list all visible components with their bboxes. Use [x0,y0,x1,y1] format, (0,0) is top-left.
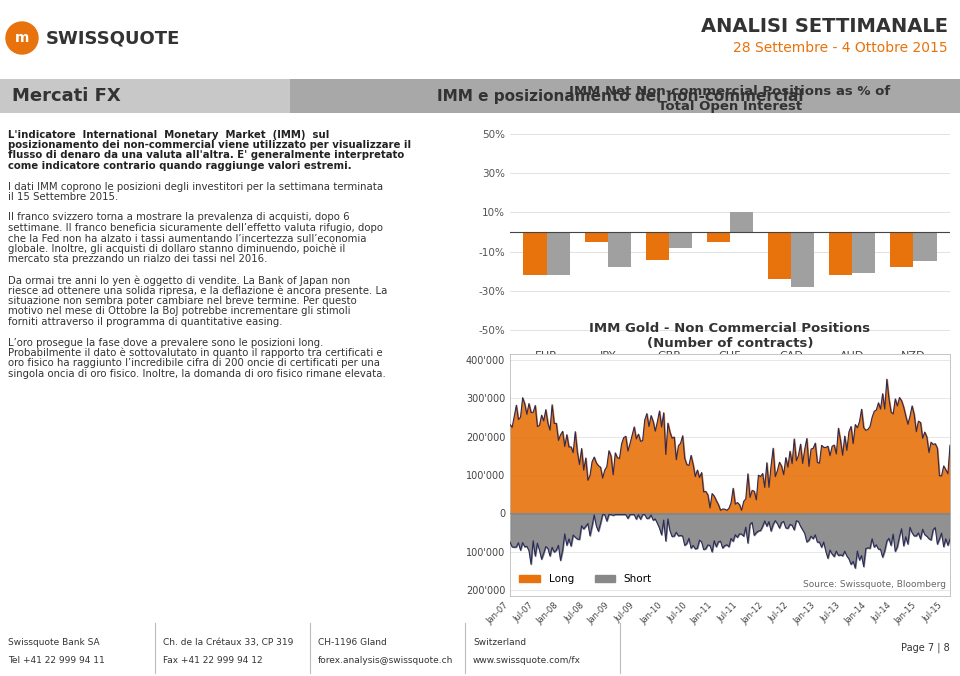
Text: SWISSQUOTE: SWISSQUOTE [46,29,180,47]
Text: www.swissquote.com/fx: www.swissquote.com/fx [473,656,581,665]
Text: forex.analysis@swissquote.ch: forex.analysis@swissquote.ch [318,656,453,665]
Text: globale. Inoltre, gli acquisti di dollaro stanno diminuendo, poichè il: globale. Inoltre, gli acquisti di dollar… [8,244,346,254]
Bar [646,232,669,260]
Text: 28 Settembre - 4 Ottobre 2015: 28 Settembre - 4 Ottobre 2015 [733,41,948,55]
Circle shape [6,22,38,54]
Text: Il franco svizzero torna a mostrare la prevalenza di acquisti, dopo 6: Il franco svizzero torna a mostrare la p… [8,212,349,222]
Bar [707,232,730,242]
Text: motivo nel mese di Ottobre la BoJ potrebbe incrementare gli stimoli: motivo nel mese di Ottobre la BoJ potreb… [8,306,350,316]
Text: come indicatore contrario quando raggiunge valori estremi.: come indicatore contrario quando raggiun… [8,161,351,171]
Text: Page 7 | 8: Page 7 | 8 [901,643,950,653]
Bar [608,232,631,268]
Text: Source: Swissquote, Bloomberg: Source: Swissquote, Bloomberg [803,383,946,391]
Text: oro fisico ha raggiunto l’incredibile cifra di 200 oncie di certificati per una: oro fisico ha raggiunto l’incredibile ci… [8,358,380,368]
Text: Source: Swissquote, Bloomberg: Source: Swissquote, Bloomberg [803,580,946,589]
Bar [829,232,852,275]
Text: IMM e posizionamento dei non-commercial: IMM e posizionamento dei non-commercial [437,89,804,103]
Text: flusso di denaro da una valuta all'altra. E' generalmente interpretato: flusso di denaro da una valuta all'altra… [8,151,404,160]
Text: il 15 Settembre 2015.: il 15 Settembre 2015. [8,192,118,202]
Text: m: m [14,31,29,45]
Bar [523,232,546,275]
Text: L'indicatore  International  Monetary  Market  (IMM)  sul: L'indicatore International Monetary Mark… [8,130,329,139]
Bar [852,232,876,273]
Text: Fax +41 22 999 94 12: Fax +41 22 999 94 12 [163,656,263,665]
Text: posizionamento dei non-commercial viene utilizzato per visualizzare il: posizionamento dei non-commercial viene … [8,140,411,150]
Text: L’oro prosegue la fase dove a prevalere sono le posizioni long.: L’oro prosegue la fase dove a prevalere … [8,337,324,347]
Bar [585,232,608,242]
Text: CH-1196 Gland: CH-1196 Gland [318,638,387,647]
Text: Probabilmente il dato è sottovalutato in quanto il rapporto tra certificati e: Probabilmente il dato è sottovalutato in… [8,348,383,358]
Bar [290,79,960,113]
Text: I dati IMM coprono le posizioni degli investitori per la settimana terminata: I dati IMM coprono le posizioni degli in… [8,181,383,191]
Title: IMM Gold - Non Commercial Positions
(Number of contracts): IMM Gold - Non Commercial Positions (Num… [589,322,871,350]
Text: che la Fed non ha alzato i tassi aumentando l’incertezza sull’economia: che la Fed non ha alzato i tassi aumenta… [8,233,367,243]
Text: ANALISI SETTIMANALE: ANALISI SETTIMANALE [701,16,948,36]
Bar [913,232,937,262]
Bar [669,232,692,247]
Bar [0,79,290,113]
Text: riesce ad ottenere una solida ripresa, e la deflazione è ancora presente. La: riesce ad ottenere una solida ripresa, e… [8,285,388,296]
Text: forniti attraverso il programma di quantitative easing.: forniti attraverso il programma di quant… [8,317,282,327]
Bar [768,232,791,279]
Legend: 08.09.2015, 15.09.2015: 08.09.2015, 15.09.2015 [511,369,703,387]
Text: Da ormai tre anni lo yen è oggetto di vendite. La Bank of Japan non: Da ormai tre anni lo yen è oggetto di ve… [8,275,350,285]
Text: situazione non sembra poter cambiare nel breve termine. Per questo: situazione non sembra poter cambiare nel… [8,296,357,306]
Text: Tel +41 22 999 94 11: Tel +41 22 999 94 11 [8,656,105,665]
Title: IMM Net Non-commercial Positions as % of
Total Open Interest: IMM Net Non-commercial Positions as % of… [569,84,891,113]
Text: Ch. de la Crétaux 33, CP 319: Ch. de la Crétaux 33, CP 319 [163,638,294,647]
Bar [890,232,913,268]
Bar [546,232,570,275]
Legend: Long, Short: Long, Short [516,570,656,588]
Text: Swissquote Bank SA: Swissquote Bank SA [8,638,100,647]
Bar [730,212,754,232]
Text: settimane. Il franco beneficia sicuramente dell’effetto valuta rifugio, dopo: settimane. Il franco beneficia sicuramen… [8,223,383,233]
Text: Switzerland: Switzerland [473,638,526,647]
Text: Mercati FX: Mercati FX [12,87,121,105]
Text: mercato sta prezzando un rialzo dei tassi nel 2016.: mercato sta prezzando un rialzo dei tass… [8,254,268,264]
Text: singola oncia di oro fisico. Inoltre, la domanda di oro fisico rimane elevata.: singola oncia di oro fisico. Inoltre, la… [8,369,386,379]
Bar [791,232,814,287]
